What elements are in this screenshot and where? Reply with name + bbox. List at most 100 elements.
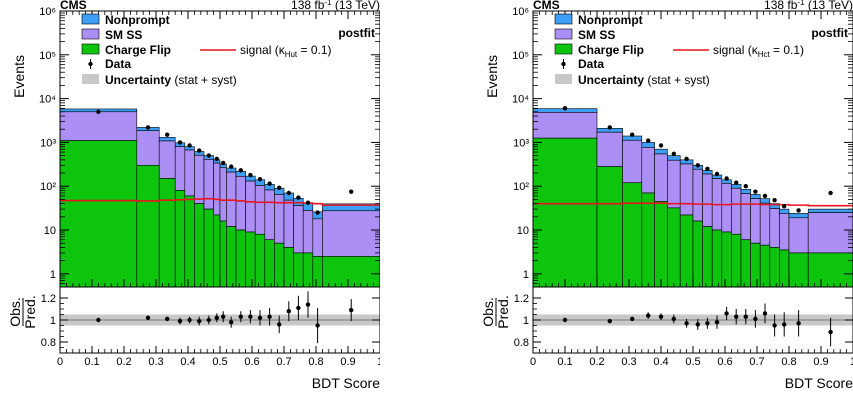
data-point [315,210,320,215]
data-point [646,138,651,143]
legend-swatch-uncertainty [82,74,99,84]
signal-line [60,197,380,206]
charge-flip-bar [596,166,623,287]
ratio-point [753,316,758,322]
data-point [349,189,354,194]
nonprompt-bar [779,208,790,214]
sm-ss-bar [679,163,694,216]
nonprompt-bar [158,137,176,142]
charge-flip-bar [203,208,214,287]
sm-ss-bar [740,193,751,241]
lumi-label: 138 fb-1 (13 TeV) [764,0,853,12]
ratio-point [734,314,739,319]
data-point [145,125,151,130]
nonprompt-bar [750,194,761,199]
x-tick-label: 0 [530,356,536,368]
y-tick-label: 10² [513,181,529,193]
legend-label-uncertainty-rest: (stat + syst) [171,73,237,87]
data-point [286,190,291,196]
lumi-label: 138 fb-1 (13 TeV) [291,0,380,12]
charge-flip-bar [731,233,742,287]
x-tick-label: 0.3 [148,356,163,368]
x-tick-label: 0.6 [244,356,259,368]
x-tick-label: 0.5 [212,356,227,368]
data-point [714,171,720,177]
x-tick-label: 0.2 [116,356,131,368]
data-point [197,148,202,153]
ratio-point [221,314,226,319]
sm-ss-bar [283,199,294,248]
data-point [296,195,301,200]
y-tick-label: 10² [40,181,56,193]
sm-ss-bar [779,213,790,251]
charge-flip-bar [226,226,237,287]
data-point [762,193,768,199]
ratio-point [782,322,787,327]
charge-flip-bar [184,195,195,287]
y-tick-label: 10⁵ [39,50,56,62]
lumi-tail: (13 TeV) [332,0,380,12]
sm-ss-bar [184,149,195,197]
legend-label-nonprompt: Nonprompt [105,13,170,27]
x-tick-label: 0.6 [717,356,732,368]
nonprompt-bar [641,142,655,148]
x-tick-label: 0.4 [653,356,668,368]
data-point [607,125,612,130]
data-point [734,180,739,185]
ratio-point [229,320,234,325]
ratio-point [177,318,183,324]
charge-flip-bar [692,220,703,287]
data-point [238,168,243,173]
data-point [772,197,777,203]
sm-ss-bar [254,185,266,235]
data-point [671,151,676,156]
lumi-sup: -1 [797,0,805,7]
sm-ss-bar [654,153,668,202]
ratio-point [187,317,192,323]
charge-flip-bar [788,252,809,287]
ratio-y-title-bottom: Pred. [495,295,511,328]
ratio-point [349,307,354,313]
experiment-label: CMS [533,0,560,12]
ratio-point [214,315,219,320]
legend-label-charge-flip: Charge Flip [578,43,644,57]
sm-ss-bar [60,111,138,141]
data-point [165,132,170,137]
sm-ss-bar [136,130,160,166]
ratio-y-tick-label: 0.8 [41,337,56,349]
ratio-point [145,315,151,320]
charge-flip-bar [679,214,694,287]
x-tick-label: 0.1 [557,356,572,368]
charge-flip-bar [264,239,275,287]
data-point [277,185,282,190]
ratio-point [286,309,291,314]
ratio-point [206,317,211,323]
sm-ss-bar [226,171,237,227]
ratio-point [96,317,101,323]
charge-flip-bar [654,201,668,287]
ratio-point [828,329,833,335]
x-tick-label: 0.1 [84,356,99,368]
charge-flip-bar [194,203,205,287]
sm-ss-bar [692,168,703,222]
ratio-y-title: Obs. Pred. [7,295,38,328]
charge-flip-bar [807,252,853,287]
legend-swatch-sm-ss [81,28,100,40]
y-tick-label: 10⁵ [512,50,529,62]
ratio-y-title-top: Obs. [480,297,496,327]
charge-flip-bar [759,244,771,287]
sm-ss-bar [219,167,227,222]
legend-label-uncertainty-rest: (stat + syst) [644,73,710,87]
ratio-y-tick-label: 0.8 [514,337,529,349]
sm-ss-bar [788,217,809,254]
x-tick-label: 0.3 [621,356,636,368]
charge-flip-bar [750,242,761,287]
legend-label-data: Data [105,57,131,71]
charge-flip-bar [740,239,751,287]
data-point [684,156,689,162]
y-tick-label: 1 [523,269,529,281]
data-point [630,132,635,137]
legend-signal-sub: Hct [758,50,771,59]
